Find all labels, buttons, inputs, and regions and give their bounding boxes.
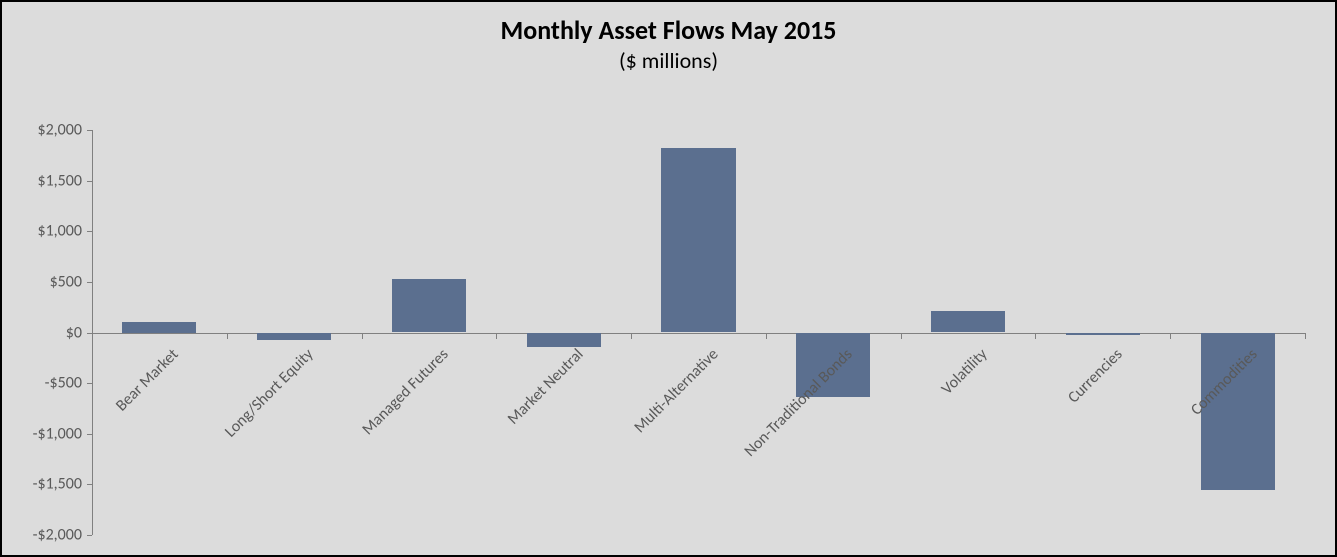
- bar: [257, 333, 331, 340]
- y-tick: [87, 484, 92, 485]
- bar: [661, 148, 735, 332]
- y-tick: [87, 333, 92, 334]
- y-tick: [87, 383, 92, 384]
- y-axis-label: -$2,000: [33, 526, 82, 545]
- x-tick: [1170, 333, 1171, 339]
- bar: [122, 322, 196, 332]
- y-tick: [87, 535, 92, 536]
- x-tick: [362, 333, 363, 339]
- y-axis-label: $1,500: [37, 171, 82, 190]
- y-axis-label: $500: [50, 272, 82, 291]
- category-label: Non-Traditional Bonds: [688, 345, 857, 514]
- y-tick: [87, 282, 92, 283]
- plot-area: -$2,000-$1,500-$1,000-$500$0$500$1,000$1…: [92, 130, 1305, 535]
- y-tick: [87, 181, 92, 182]
- y-axis-label: $0: [66, 323, 82, 342]
- y-tick: [87, 231, 92, 232]
- x-tick: [766, 333, 767, 339]
- category-label: Managed Futures: [283, 345, 452, 514]
- y-axis-label: $2,000: [37, 121, 82, 140]
- chart-frame: Monthly Asset Flows May 2015 ($ millions…: [0, 0, 1337, 557]
- x-tick: [631, 333, 632, 339]
- x-tick: [1035, 333, 1036, 339]
- x-tick: [901, 333, 902, 339]
- bar: [931, 311, 1005, 332]
- category-label: Currencies: [957, 345, 1126, 514]
- y-axis-label: $1,000: [37, 222, 82, 241]
- category-label: Long/Short Equity: [149, 345, 318, 514]
- y-tick: [87, 130, 92, 131]
- category-label: Multi-Alternative: [553, 345, 722, 514]
- y-axis-label: -$500: [45, 374, 82, 393]
- chart-subtitle: ($ millions): [2, 48, 1335, 73]
- x-tick: [496, 333, 497, 339]
- chart-title-block: Monthly Asset Flows May 2015 ($ millions…: [2, 2, 1335, 73]
- bar: [392, 279, 466, 333]
- x-tick: [227, 333, 228, 339]
- bar: [1066, 333, 1140, 336]
- chart-title: Monthly Asset Flows May 2015: [2, 16, 1335, 46]
- bar: [527, 333, 601, 347]
- x-tick: [1305, 333, 1306, 339]
- category-label: Market Neutral: [418, 345, 587, 514]
